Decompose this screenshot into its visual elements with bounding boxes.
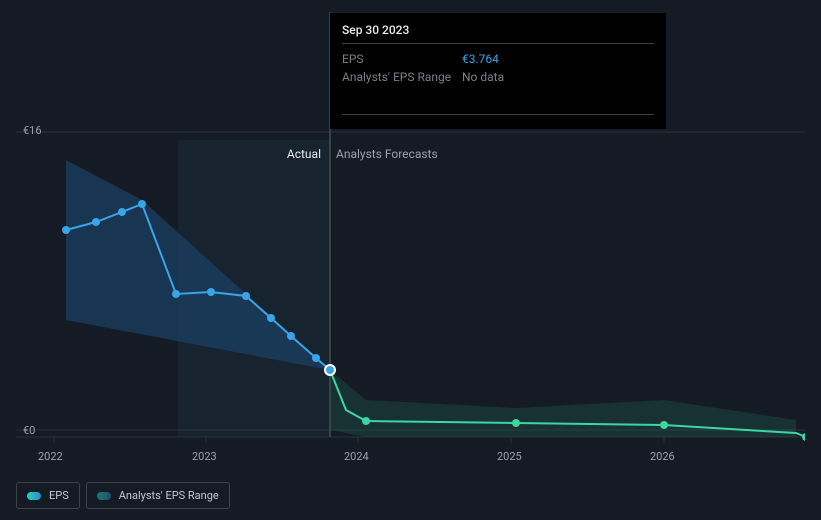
legend-item-eps[interactable]: EPS	[16, 482, 80, 509]
tooltip-date: Sep 30 2023	[342, 23, 654, 44]
y-tick-label: €16	[23, 124, 42, 137]
tooltip-divider	[342, 114, 654, 115]
tooltip-key: EPS	[342, 52, 462, 66]
legend-label: Analysts' EPS Range	[119, 489, 219, 502]
legend-swatch	[27, 492, 41, 500]
tooltip-row-eps: EPS €3.764	[342, 50, 654, 68]
eps-forecast-chart: €16 €0 Actual Analysts Forecasts 2022 20…	[16, 0, 805, 520]
region-label-actual: Actual	[16, 147, 321, 161]
x-tick-label: 2023	[192, 450, 217, 463]
x-tick-label: 2024	[344, 450, 369, 463]
chart-legend: EPS Analysts' EPS Range	[16, 482, 230, 509]
x-tick-label: 2022	[38, 450, 63, 463]
tooltip-value: No data	[462, 70, 504, 84]
legend-swatch	[97, 492, 111, 500]
x-tick-label: 2026	[650, 450, 675, 463]
x-tick-label: 2025	[497, 450, 522, 463]
y-tick-label: €0	[23, 424, 35, 437]
tooltip-row-range: Analysts' EPS Range No data	[342, 68, 654, 86]
legend-item-range[interactable]: Analysts' EPS Range	[86, 482, 230, 509]
region-label-forecast: Analysts Forecasts	[336, 147, 438, 161]
tooltip-key: Analysts' EPS Range	[342, 70, 462, 84]
chart-tooltip: Sep 30 2023 EPS €3.764 Analysts' EPS Ran…	[330, 13, 666, 129]
legend-label: EPS	[49, 489, 69, 502]
tooltip-value: €3.764	[462, 52, 499, 66]
